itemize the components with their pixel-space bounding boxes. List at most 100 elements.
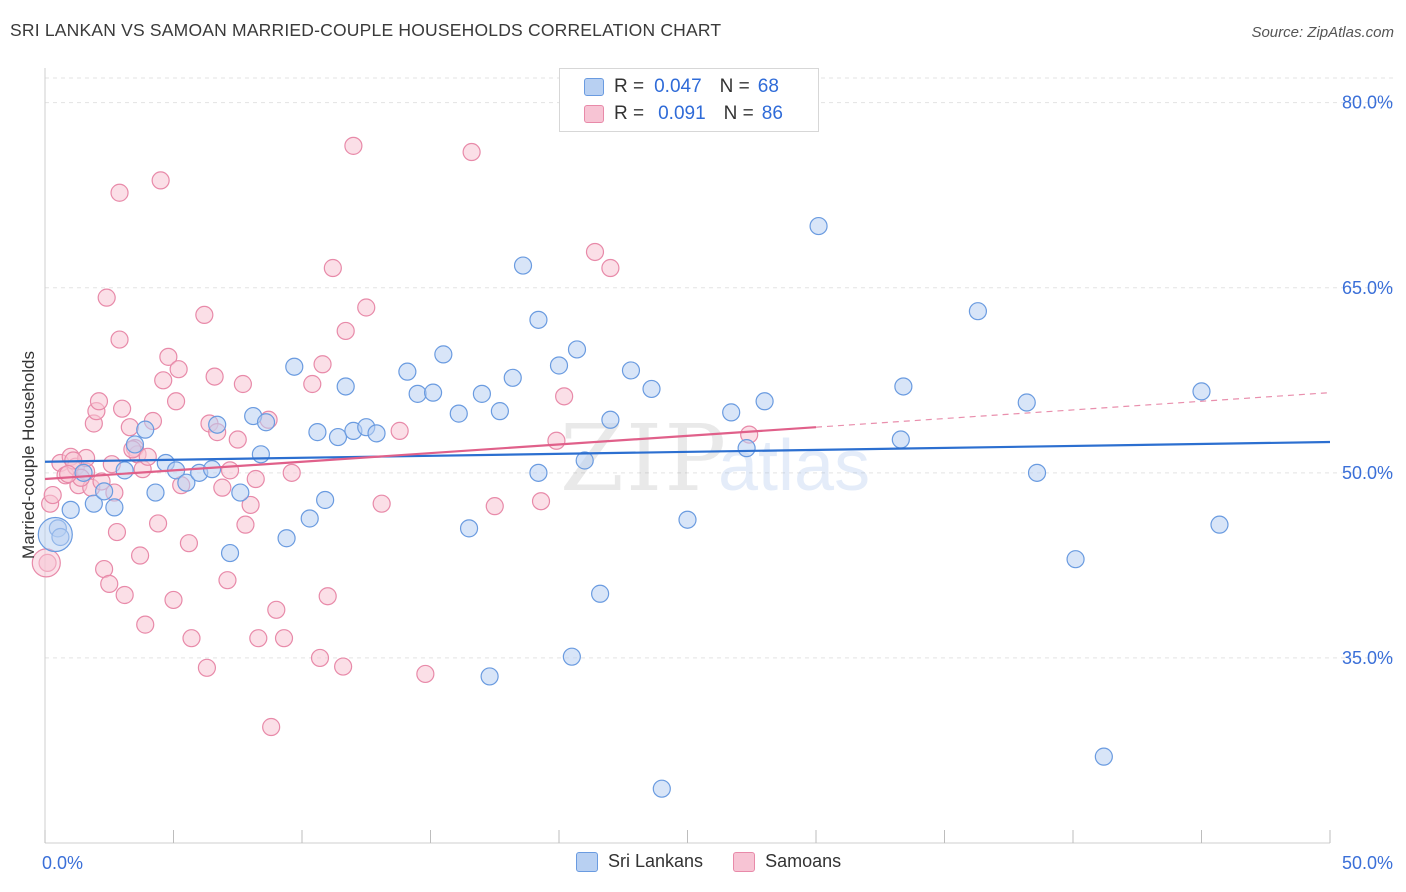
sri-lankan-point: [472, 384, 491, 403]
sri-lankan-point: [177, 473, 196, 492]
sri-lankan-point: [503, 368, 522, 387]
samoan-point: [136, 615, 155, 634]
samoan-point: [274, 629, 294, 648]
samoan-point: [197, 658, 217, 677]
sri-lankan-point: [74, 463, 93, 482]
sri-lankan-point: [894, 377, 913, 396]
sri-lankan-point: [95, 482, 114, 501]
legend-swatch-pink: [584, 105, 604, 123]
sri-lankan-point: [513, 256, 533, 275]
legend-row-samoans: R = 0.091 N = 86: [584, 102, 783, 126]
samoan-point: [267, 600, 286, 619]
samoan-point: [130, 546, 150, 565]
sri-lankan-point: [1210, 515, 1229, 534]
legend-item-samoans[interactable]: Samoans: [733, 851, 841, 872]
samoan-point: [601, 258, 620, 278]
samoan-point: [179, 534, 199, 553]
samoan-point: [357, 298, 376, 317]
samoan-point: [236, 515, 255, 534]
samoan-point: [416, 664, 435, 684]
sri-lankan-point: [316, 490, 335, 510]
correlation-legend: R = 0.047 N = 68 R = 0.091 N = 86: [559, 68, 819, 132]
sri-lankan-point: [61, 500, 80, 519]
samoan-point: [218, 571, 237, 590]
sri-lankan-point-cluster: [37, 516, 73, 553]
sri-lankan-point: [398, 362, 417, 381]
samoan-point: [547, 431, 566, 450]
legend-swatch-blue: [584, 78, 604, 96]
sri-lankan-point: [115, 461, 134, 480]
sri-lankan-point: [300, 509, 319, 528]
sri-lankan-point: [562, 647, 581, 666]
sri-lankan-point: [1066, 550, 1085, 569]
trend-lines: [44, 392, 1331, 481]
x-tick-label-min: 0.0%: [42, 853, 83, 873]
legend-r-label: R =: [614, 103, 645, 124]
samoan-point: [313, 355, 332, 374]
samoan-point: [151, 171, 170, 190]
sri-lankan-point: [84, 494, 103, 513]
sri-lankan-point: [755, 392, 774, 411]
sri-lankan-point: [459, 519, 479, 538]
source-label: Source: ZipAtlas.com: [1251, 24, 1394, 41]
samoan-point: [282, 463, 301, 482]
samoan-point: [154, 371, 173, 390]
sri-lankan-point: [1192, 382, 1211, 401]
y-tick-label: 65.0%: [1342, 278, 1393, 298]
sri-lankan-point: [809, 216, 828, 236]
samoan-point: [115, 585, 134, 605]
sri-lankan-point: [423, 383, 443, 402]
sri-lankan-point: [737, 439, 756, 458]
samoan-point: [110, 183, 129, 202]
samoan-point: [241, 495, 260, 515]
axis-labels: 35.0% 50.0% 65.0% 80.0% 0.0% 50.0% Married-cou…: [19, 93, 1393, 873]
samoan-point: [164, 590, 183, 610]
samoan-point: [169, 360, 188, 379]
samoan-point: [303, 374, 322, 394]
legend-row-sri-lankans: R = 0.047 N = 68: [584, 75, 779, 99]
samoan-point: [228, 430, 247, 449]
legend-r-value: 0.047: [654, 76, 702, 97]
samoan-point: [555, 387, 574, 406]
y-tick-label: 50.0%: [1342, 463, 1393, 483]
samoan-point: [390, 421, 409, 440]
sri-lankan-point: [529, 310, 548, 329]
samoan-point: [220, 461, 240, 480]
samoan-point: [120, 418, 139, 437]
legend-item-sri-lankans[interactable]: Sri Lankans: [576, 851, 703, 872]
sri-lankan-point: [567, 340, 587, 359]
samoan-point: [323, 258, 342, 278]
samoan-point: [246, 469, 265, 489]
legend-swatch-blue: [576, 851, 598, 872]
samoan-point: [344, 136, 363, 155]
samoan-point: [462, 142, 481, 162]
samoan-point: [249, 629, 268, 648]
sri-lankans-trend-line: [44, 440, 1331, 463]
samoan-point: [97, 288, 116, 307]
sri-lankan-point: [591, 584, 610, 603]
samoan-point: [233, 374, 252, 394]
samoan-point: [107, 522, 127, 542]
sri-lankan-point: [968, 302, 988, 321]
sri-lankan-point: [652, 779, 671, 798]
samoans-trend-line: [44, 426, 817, 481]
sri-lankan-point: [125, 435, 145, 454]
legend-r-value: 0.091: [658, 103, 706, 124]
grid-lines: [45, 77, 1393, 659]
sri-lankan-point: [891, 430, 910, 449]
samoans-trend-extension: [815, 392, 1331, 428]
samoan-point: [318, 587, 337, 606]
axes: [44, 68, 1331, 844]
samoan-point: [213, 478, 232, 497]
samoan-point: [334, 657, 353, 676]
sri-lankan-point: [1027, 463, 1047, 482]
sri-lankan-point: [136, 420, 155, 439]
sri-lankan-point: [277, 529, 296, 548]
samoan-point: [485, 497, 504, 516]
sri-lankan-point: [601, 410, 620, 429]
samoan-point: [89, 392, 109, 411]
sri-lankan-point: [251, 445, 270, 464]
legend-label: Samoans: [765, 851, 842, 871]
sri-lankan-point: [642, 379, 661, 399]
sri-lankan-point: [285, 357, 304, 376]
